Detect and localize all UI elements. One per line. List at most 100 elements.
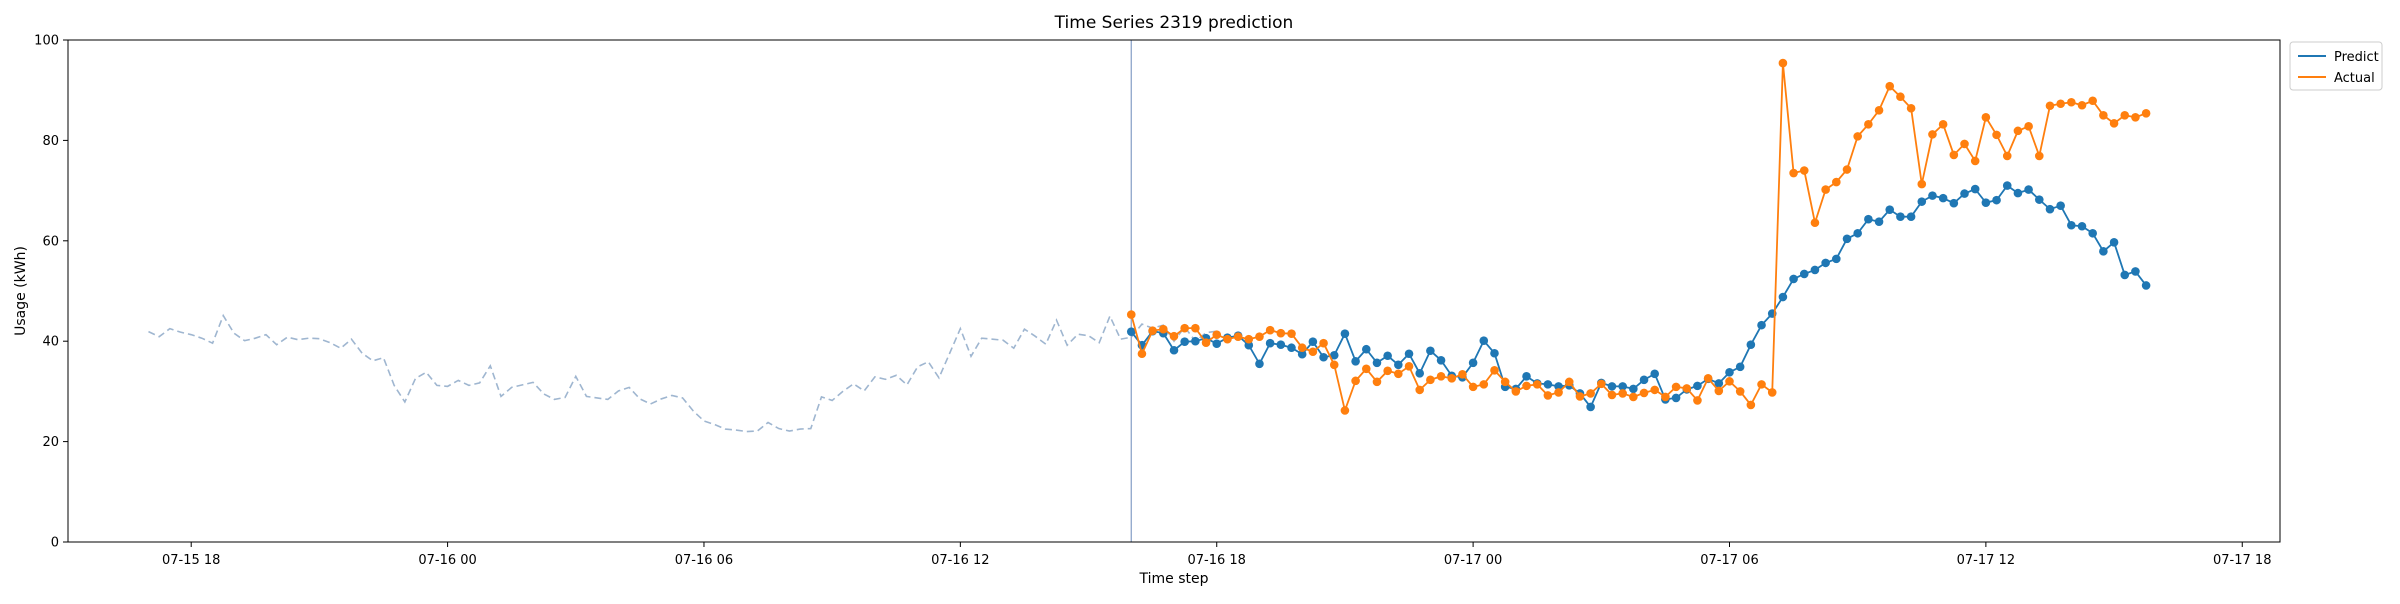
data-point-actual — [2099, 111, 2108, 120]
y-tick-label: 100 — [34, 34, 59, 49]
data-point-actual — [1842, 165, 1852, 174]
data-point-predict — [2141, 281, 2151, 290]
data-point-actual — [1629, 392, 1638, 402]
data-point-actual — [2077, 100, 2087, 110]
data-point-predict — [1874, 217, 1884, 227]
data-point-predict — [1757, 320, 1766, 330]
data-point-predict — [2024, 185, 2033, 194]
data-point-actual — [1180, 323, 1189, 333]
data-point-actual — [2013, 126, 2023, 136]
data-point-actual — [1564, 377, 1574, 387]
data-point-predict — [1522, 372, 1531, 381]
data-point-predict — [1650, 369, 1660, 379]
data-point-predict — [1340, 329, 1350, 338]
data-point-actual — [1329, 360, 1339, 370]
data-point-actual — [1671, 382, 1681, 392]
data-point-actual — [1244, 334, 1254, 344]
data-point-actual — [1372, 377, 1382, 387]
data-point-predict — [1244, 340, 1254, 350]
axes-layer: 0 20 40 60 80 100 07-15 18 07-16 00 07-16 06 07-1… — [34, 34, 2271, 569]
data-point-predict — [1885, 205, 1895, 214]
data-point-predict — [1896, 212, 1905, 221]
data-point-actual — [1201, 338, 1211, 348]
data-point-predict — [1468, 358, 1478, 368]
y-axis-title: Usage (kWh) — [13, 246, 29, 336]
y-tick-label: 0 — [51, 536, 59, 551]
x-tick-label: 07-16 00 — [418, 553, 476, 568]
data-point-actual — [1233, 332, 1243, 341]
x-tick-label: 07-17 12 — [1957, 553, 2015, 568]
data-point-actual — [2088, 96, 2097, 106]
data-point-actual — [1874, 105, 1884, 115]
data-point-actual — [2141, 108, 2151, 118]
data-point-actual — [1191, 323, 1200, 333]
data-point-predict — [1607, 382, 1617, 391]
data-point-actual — [1746, 400, 1756, 410]
data-point-actual — [2045, 101, 2055, 111]
y-tick-label: 40 — [42, 335, 59, 350]
data-point-actual — [1148, 326, 1157, 335]
legend: Predict Actual — [2289, 41, 2383, 91]
data-point-actual — [1938, 120, 1948, 129]
data-point-actual — [1394, 369, 1403, 379]
data-point-actual — [1436, 372, 1446, 381]
data-point-predict — [1928, 191, 1937, 200]
data-point-actual — [1287, 329, 1296, 338]
data-point-predict — [1361, 344, 1371, 354]
data-point-actual — [1703, 374, 1713, 383]
data-point-actual — [1864, 120, 1873, 129]
data-point-predict — [1383, 351, 1392, 361]
legend-label-predict: Predict — [2334, 50, 2379, 65]
data-point-actual — [1319, 338, 1328, 348]
data-point-predict — [2034, 195, 2044, 204]
data-point-actual — [1981, 113, 1991, 122]
data-point-actual — [1821, 185, 1830, 194]
data-point-predict — [2002, 181, 2012, 190]
data-point-actual — [1212, 330, 1222, 339]
data-point-actual — [2067, 97, 2076, 107]
data-point-predict — [1970, 184, 1980, 194]
data-point-predict — [1671, 393, 1681, 403]
data-point-actual — [1778, 58, 1788, 68]
data-point-predict — [1842, 234, 1852, 244]
data-point-actual — [1799, 166, 1809, 175]
data-point-actual — [1126, 310, 1136, 319]
chart-title: Time Series 2319 prediction — [1054, 13, 1294, 33]
data-point-predict — [1735, 362, 1745, 372]
data-point-actual — [2024, 122, 2033, 131]
data-point-predict — [1821, 258, 1830, 268]
data-point-predict — [1864, 214, 1873, 224]
data-point-actual — [2120, 111, 2130, 120]
data-point-actual — [1767, 388, 1777, 397]
data-point-actual — [2056, 99, 2065, 109]
x-axis-title: Time step — [1139, 571, 1209, 587]
data-point-actual — [1159, 324, 1168, 334]
data-point-actual — [1735, 387, 1745, 396]
data-point-actual — [2034, 151, 2044, 161]
data-point-predict — [2120, 270, 2130, 280]
data-point-actual — [1917, 179, 1927, 189]
y-tick-label: 20 — [42, 435, 59, 450]
data-point-actual — [1896, 92, 1905, 102]
data-point-predict — [2077, 221, 2087, 231]
data-point-predict — [1415, 369, 1424, 378]
data-point-actual — [1137, 349, 1147, 359]
data-point-actual — [1351, 376, 1360, 386]
data-point-predict — [1714, 379, 1724, 388]
x-tick-label: 07-17 18 — [2213, 553, 2271, 568]
data-point-predict — [1960, 189, 1969, 198]
data-point-predict — [1725, 368, 1734, 377]
data-point-predict — [1799, 269, 1809, 279]
data-point-predict — [1832, 254, 1841, 264]
data-point-predict — [1479, 336, 1489, 346]
data-point-actual — [1928, 130, 1937, 139]
data-point-predict — [1992, 195, 2001, 205]
data-point-actual — [1607, 390, 1617, 400]
x-tick-label: 07-17 06 — [1700, 553, 1758, 568]
data-point-actual — [1554, 388, 1563, 397]
data-point-predict — [2045, 204, 2055, 214]
history-line — [148, 313, 1217, 433]
data-point-actual — [1543, 391, 1553, 400]
